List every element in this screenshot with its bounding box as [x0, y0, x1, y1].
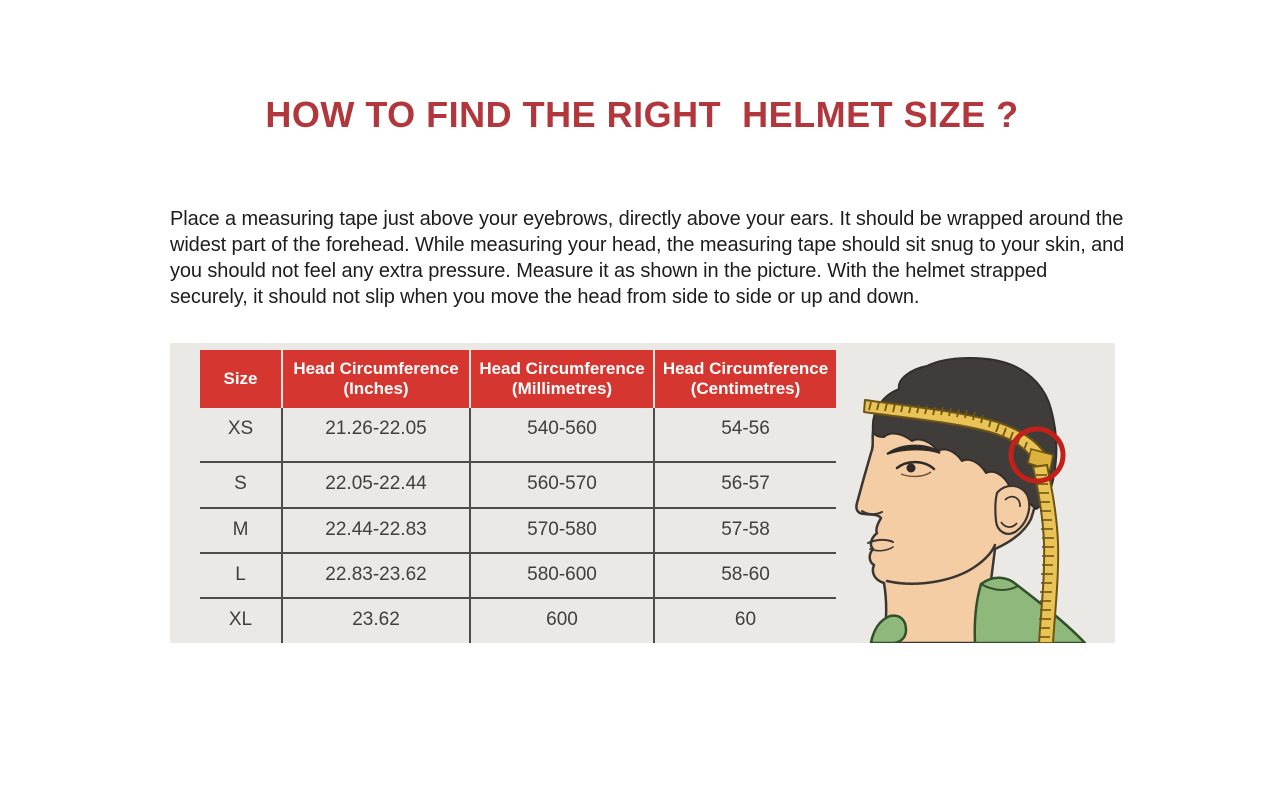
cell-millimetres: 560-570	[470, 462, 655, 509]
helmet-size-table: Size Head Circumference (Inches) Head Ci…	[200, 350, 836, 643]
shirt-left-collar	[869, 614, 908, 643]
column-header-inches: Head Circumference (Inches)	[282, 350, 471, 408]
red-highlight-circle	[1008, 426, 1066, 484]
table-row-l: L 22.83-23.62 580-600 58-60	[200, 553, 836, 599]
cell-inches: 21.26-22.05	[282, 408, 471, 463]
head-measurement-illustration	[855, 357, 1087, 643]
cell-centimetres: 57-58	[654, 508, 836, 554]
cell-size: S	[200, 462, 283, 509]
cell-millimetres: 540-560	[470, 408, 655, 463]
ear-lobe-line	[1000, 521, 1018, 528]
cell-centimetres: 54-56	[654, 408, 836, 463]
instructions-paragraph: Place a measuring tape just above your e…	[170, 208, 1125, 308]
eye-iris	[906, 463, 916, 473]
upper-lip-line	[867, 538, 894, 544]
nostril-line	[861, 510, 883, 516]
table-header-row: Size Head Circumference (Inches) Head Ci…	[200, 350, 836, 408]
tape-tail-tick-marks	[1036, 474, 1054, 638]
eyebrow	[886, 444, 941, 455]
column-header-millimetres: Head Circumference (Millimetres)	[470, 350, 655, 408]
cell-inches: 22.44-22.83	[282, 508, 471, 554]
cell-inches: 23.62	[282, 598, 471, 643]
cell-size: XL	[200, 598, 283, 643]
size-guide-panel: Size Head Circumference (Inches) Head Ci…	[170, 343, 1115, 643]
cell-size: M	[200, 508, 283, 554]
cell-millimetres: 600	[470, 598, 655, 643]
cell-size: XS	[200, 408, 283, 463]
cell-size: L	[200, 553, 283, 599]
table-row-xl: XL 23.62 600 60	[200, 598, 836, 643]
table-row-m: M 22.44-22.83 570-580 57-58	[200, 508, 836, 554]
cell-inches: 22.05-22.44	[282, 462, 471, 509]
shirt-right-shoulder	[973, 576, 1087, 643]
column-header-size: Size	[200, 350, 283, 408]
jaw-line	[885, 543, 997, 585]
column-header-centimetres: Head Circumference (Centimetres)	[654, 350, 836, 408]
mouth-line	[869, 546, 894, 552]
cell-centimetres: 60	[734, 609, 757, 630]
cell-millimetres: 580-600	[470, 553, 655, 599]
eye-upper-lid	[895, 460, 936, 471]
ear	[994, 484, 1031, 535]
cell-millimetres: 570-580	[470, 508, 655, 554]
eye-lower-lid	[900, 471, 932, 478]
cell-centimetres: 56-57	[654, 462, 836, 509]
table-row-s: S 22.05-22.44 560-570 56-57	[200, 462, 836, 509]
page-title: HOW TO FIND THE RIGHT HELMET SIZE ?	[265, 94, 1019, 136]
cell-inches: 22.83-23.62	[282, 553, 471, 599]
shirt-collar-line	[980, 583, 1019, 591]
table-row-xs: XS 21.26-22.05 540-560 54-56	[200, 408, 836, 463]
cell-centimetres: 58-60	[654, 553, 836, 599]
ear-inner-line	[1004, 495, 1021, 508]
